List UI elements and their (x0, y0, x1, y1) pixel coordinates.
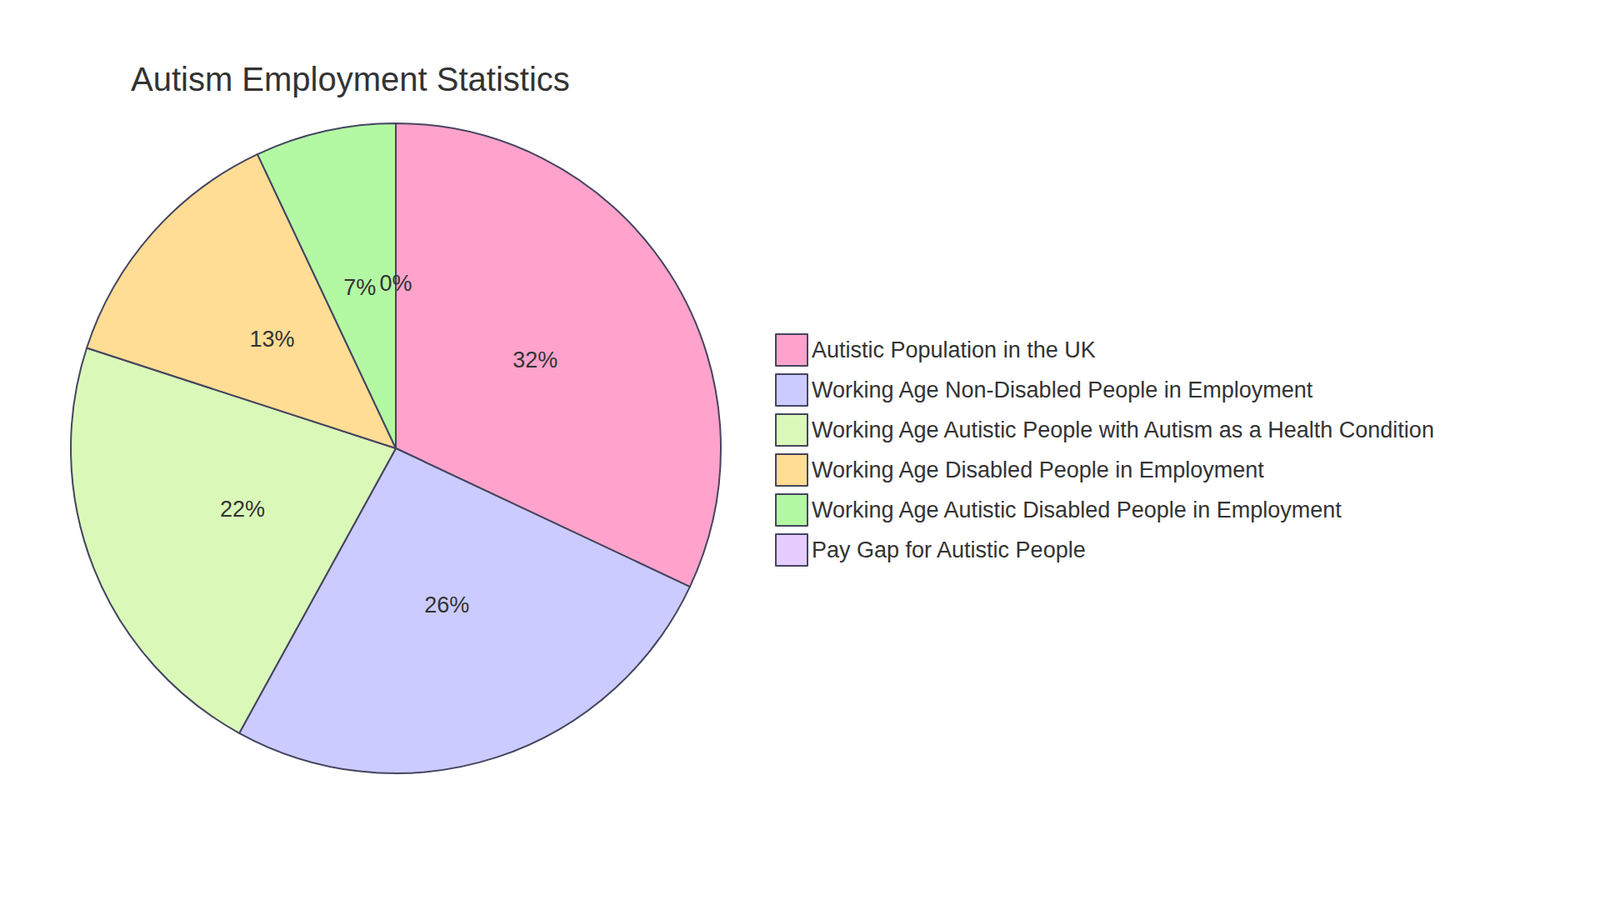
svg-text:32%: 32% (512, 347, 558, 373)
svg-text:Working Age Autistic People wi: Working Age Autistic People with Autism … (811, 417, 1435, 443)
svg-text:Autism Employment Statistics: Autism Employment Statistics (130, 60, 570, 98)
svg-text:Pay Gap for Autistic People: Pay Gap for Autistic People (811, 537, 1086, 563)
svg-text:7%: 7% (343, 275, 376, 300)
svg-text:22%: 22% (220, 496, 265, 522)
svg-text:Autistic Population in the UK: Autistic Population in the UK (811, 337, 1096, 363)
svg-text:Working Age Disabled People in: Working Age Disabled People in Employmen… (811, 457, 1265, 483)
svg-text:Working Age Non-Disabled Peopl: Working Age Non-Disabled People in Emplo… (811, 377, 1314, 403)
svg-text:Working Age Autistic Disabled: Working Age Autistic Disabled People in … (811, 497, 1342, 523)
svg-text:0%: 0% (379, 270, 412, 296)
svg-text:26%: 26% (424, 592, 470, 618)
svg-text:13%: 13% (249, 326, 295, 352)
